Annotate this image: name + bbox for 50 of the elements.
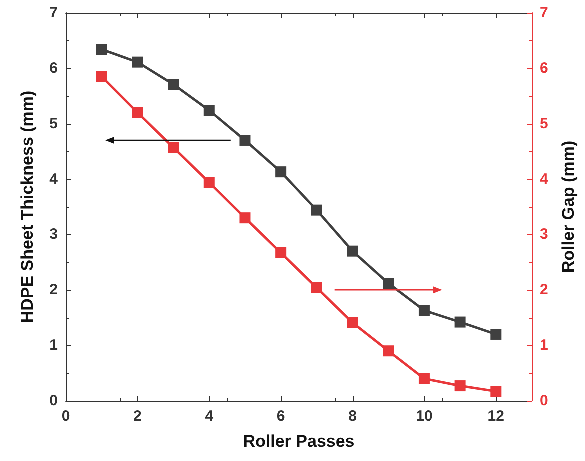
y2-tick-label: 1 xyxy=(540,337,548,354)
x-tick-label: 12 xyxy=(488,408,504,425)
point xyxy=(240,212,251,224)
point xyxy=(96,71,108,82)
y2-tick-label: 4 xyxy=(540,170,549,188)
point xyxy=(132,56,144,68)
point xyxy=(204,105,215,116)
point xyxy=(311,282,322,294)
point xyxy=(383,346,394,357)
x-tick-label: 6 xyxy=(276,408,286,425)
y2-tick-label: 7 xyxy=(540,4,548,22)
y-tick-label: 3 xyxy=(50,226,58,244)
y-tick-label: 4 xyxy=(50,170,59,188)
point xyxy=(276,166,287,178)
y-tick-label: 7 xyxy=(50,4,58,22)
point xyxy=(311,204,322,216)
x-axis-title: Roller Passes xyxy=(243,432,355,451)
y2-tick-label: 5 xyxy=(540,115,548,132)
y-tick-label: 0 xyxy=(50,392,58,410)
point xyxy=(240,134,251,146)
y-tick-label: 5 xyxy=(50,115,58,132)
point xyxy=(418,373,430,384)
point xyxy=(418,305,430,316)
y2-tick-label: 0 xyxy=(540,392,548,410)
y2-axis-title: Roller Gap (mm) xyxy=(559,140,578,274)
point xyxy=(454,316,466,328)
y-tick-label: 2 xyxy=(50,282,58,299)
point xyxy=(276,248,287,259)
x-tick-label: 0 xyxy=(62,408,70,425)
x-tick-label: 4 xyxy=(205,408,214,425)
x-tick-label: 2 xyxy=(134,408,142,425)
y-axis-title: HDPE Sheet Thickness (mm) xyxy=(18,90,37,324)
y2-tick-label: 6 xyxy=(540,60,548,77)
y2-tick-label: 3 xyxy=(540,226,548,244)
y-tick-label: 1 xyxy=(50,337,58,354)
point xyxy=(347,246,358,257)
point xyxy=(490,386,502,398)
point xyxy=(168,142,180,154)
y-tick-label: 6 xyxy=(50,60,58,77)
point xyxy=(454,380,466,392)
point xyxy=(383,278,394,289)
x-tick-label: 10 xyxy=(416,408,433,425)
y2-tick-label: 2 xyxy=(540,282,548,299)
point xyxy=(96,44,108,56)
point xyxy=(132,107,144,118)
point xyxy=(490,328,502,340)
x-tick-label: 8 xyxy=(348,408,357,425)
point xyxy=(347,317,358,328)
point xyxy=(204,177,215,188)
point xyxy=(168,79,180,90)
